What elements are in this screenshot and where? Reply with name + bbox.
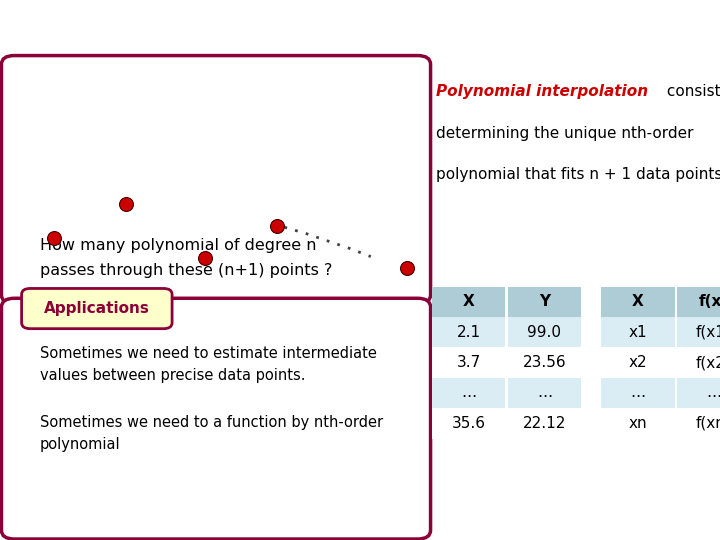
Bar [677,347,720,377]
FancyBboxPatch shape [1,56,431,303]
Text: x1: x1 [629,325,647,340]
Text: …: … [536,386,552,400]
Bar [432,347,505,377]
Bar [677,287,720,317]
Text: polynomial: polynomial [40,437,120,452]
Text: 22.12: 22.12 [523,416,566,431]
Bar [601,287,675,317]
FancyBboxPatch shape [1,298,431,539]
Bar [601,347,675,377]
Text: NEWTON’S DIVIDED-DIFFERENCE INTERPOLATING  POLYNOMALS: NEWTON’S DIVIDED-DIFFERENCE INTERPOLATIN… [126,18,607,31]
Text: Y: Y [539,294,550,309]
Text: Sometimes we need to estimate intermediate: Sometimes we need to estimate intermedia… [40,346,377,361]
Text: Sometimes we need to a function by nth-order: Sometimes we need to a function by nth-o… [40,415,383,430]
Bar [601,408,675,438]
Text: values between precise data points.: values between precise data points. [40,368,305,383]
Text: f(x1): f(x1) [696,325,720,340]
Bar [677,408,720,438]
Bar [677,317,720,347]
FancyBboxPatch shape [37,302,156,309]
Text: X: X [632,294,644,309]
Bar [432,408,505,438]
Bar [432,377,505,408]
Text: determining the unique nth-order: determining the unique nth-order [436,126,693,141]
Text: …: … [630,386,646,400]
FancyBboxPatch shape [22,288,172,329]
Bar [677,377,720,408]
Text: f(x): f(x) [698,294,720,309]
Bar [432,317,505,347]
Text: …: … [706,386,720,400]
Bar [508,377,581,408]
Text: 2.1: 2.1 [456,325,481,340]
Text: 23.56: 23.56 [523,355,566,370]
Text: passes through these (n+1) points ?: passes through these (n+1) points ? [40,263,332,278]
Bar [508,408,581,438]
Bar [601,377,675,408]
Text: xn: xn [629,416,647,431]
Text: X: X [463,294,474,309]
Bar [508,287,581,317]
Text: 35.6: 35.6 [451,416,486,431]
Text: f(xn): f(xn) [696,416,720,431]
Text: Polynomial interpolation: Polynomial interpolation [436,84,648,99]
Text: 99.0: 99.0 [527,325,562,340]
Text: consists of: consists of [662,84,720,99]
Text: …: … [461,386,477,400]
Bar [508,317,581,347]
Bar [432,287,505,317]
Text: polynomial that fits n + 1 data points.: polynomial that fits n + 1 data points. [436,167,720,183]
Text: Sec: 18. 1: Sec: 18. 1 [9,12,155,38]
Text: 3.7: 3.7 [456,355,481,370]
Text: x2: x2 [629,355,647,370]
Text: How many polynomial of degree n: How many polynomial of degree n [40,239,316,253]
Bar [601,317,675,347]
Text: f(x2): f(x2) [696,355,720,370]
Bar [508,347,581,377]
Text: Applications: Applications [44,301,150,316]
